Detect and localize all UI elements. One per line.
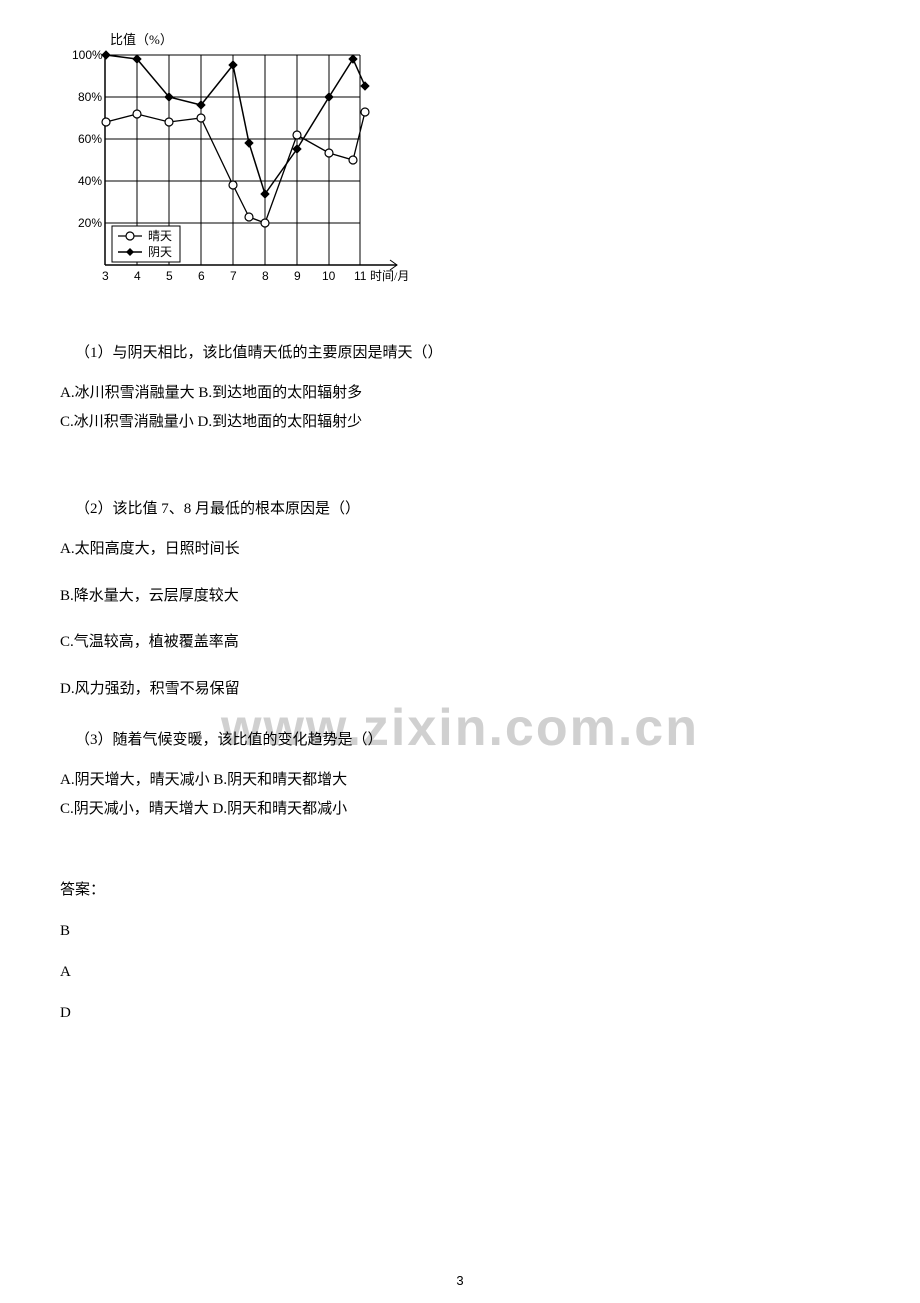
question-3-option-ab: A.阴天增大，晴天减小 B.阴天和晴天都增大 <box>60 766 860 795</box>
question-3-text: （3）随着气候变暖，该比值的变化趋势是（） <box>60 727 860 754</box>
svg-text:40%: 40% <box>78 174 102 188</box>
question-2: （2）该比值 7、8 月最低的根本原因是（） A.太阳高度大，日照时间长 B.降… <box>60 496 860 703</box>
svg-text:60%: 60% <box>78 132 102 146</box>
question-1-text: （1）与阴天相比，该比值晴天低的主要原因是晴天（） <box>60 340 860 367</box>
question-2-option-a: A.太阳高度大，日照时间长 <box>60 535 860 564</box>
question-2-option-b: B.降水量大，云层厚度较大 <box>60 582 860 611</box>
y-axis-label: 比值（%） <box>110 32 173 47</box>
svg-text:9: 9 <box>294 269 301 283</box>
answer-1: B <box>60 923 860 940</box>
svg-text:6: 6 <box>198 269 205 283</box>
ratio-chart: 比值（%） 100% 80% 60% 40% 20% <box>70 30 415 300</box>
answer-3: D <box>60 1005 860 1022</box>
question-2-option-d: D.风力强劲，积雪不易保留 <box>60 675 860 704</box>
question-2-option-c: C.气温较高，植被覆盖率高 <box>60 628 860 657</box>
svg-text:4: 4 <box>134 269 141 283</box>
answer-label: 答案： <box>60 878 860 899</box>
svg-text:20%: 20% <box>78 216 102 230</box>
svg-text:10: 10 <box>322 269 336 283</box>
question-3: （3）随着气候变暖，该比值的变化趋势是（） A.阴天增大，晴天减小 B.阴天和晴… <box>60 727 860 823</box>
question-1-option-cd: C.冰川积雪消融量小 D.到达地面的太阳辐射少 <box>60 408 860 437</box>
svg-text:5: 5 <box>166 269 173 283</box>
svg-text:100%: 100% <box>72 48 103 62</box>
page-number: 3 <box>456 1273 463 1288</box>
svg-text:时间/月: 时间/月 <box>370 269 409 283</box>
svg-text:7: 7 <box>230 269 237 283</box>
svg-text:3: 3 <box>102 269 109 283</box>
svg-text:阴天: 阴天 <box>148 245 172 259</box>
chart-container: 比值（%） 100% 80% 60% 40% 20% <box>70 30 860 300</box>
answer-2: A <box>60 964 860 981</box>
question-3-option-cd: C.阴天减小，晴天增大 D.阴天和晴天都减小 <box>60 795 860 824</box>
svg-text:8: 8 <box>262 269 269 283</box>
question-2-text: （2）该比值 7、8 月最低的根本原因是（） <box>60 496 860 523</box>
svg-text:80%: 80% <box>78 90 102 104</box>
svg-text:晴天: 晴天 <box>148 229 172 243</box>
answer-section: 答案： B A D <box>60 878 860 1022</box>
svg-text:11: 11 <box>354 269 367 283</box>
question-1: （1）与阴天相比，该比值晴天低的主要原因是晴天（） A.冰川积雪消融量大 B.到… <box>60 340 860 436</box>
question-1-option-ab: A.冰川积雪消融量大 B.到达地面的太阳辐射多 <box>60 379 860 408</box>
